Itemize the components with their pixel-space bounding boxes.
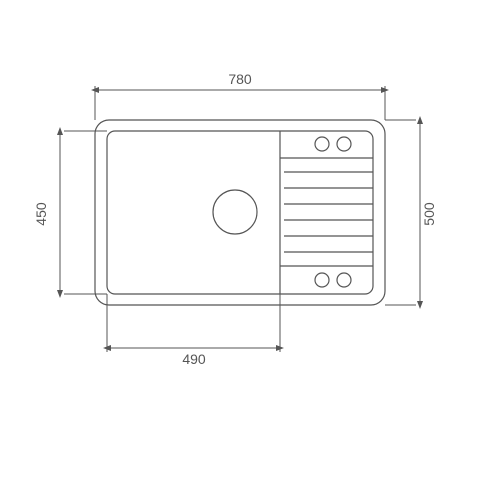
dim-label: 490 (182, 351, 206, 367)
tap-hole-2 (315, 273, 329, 287)
sink-inner-edge (107, 131, 373, 294)
tap-hole-0 (315, 137, 329, 151)
sink-outer-edge (95, 120, 385, 305)
dim-label: 450 (33, 202, 49, 226)
dim-label: 500 (421, 202, 437, 226)
dim-label: 780 (228, 71, 252, 87)
tap-hole-1 (337, 137, 351, 151)
sink-technical-drawing: 780 500 450 490 (0, 0, 500, 500)
drain-hole (213, 190, 257, 234)
tap-hole-3 (337, 273, 351, 287)
